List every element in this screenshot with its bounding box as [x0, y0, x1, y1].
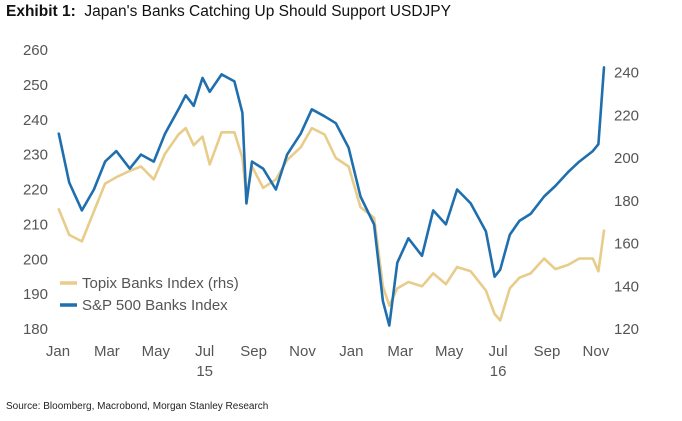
x-year-label: 16: [490, 363, 507, 380]
left-y-tick-label: 200: [23, 251, 48, 268]
x-tick-label: Sep: [534, 343, 561, 360]
x-year-label: 15: [196, 363, 213, 380]
right-y-tick-label: 200: [614, 150, 639, 167]
legend-label: S&P 500 Banks Index: [82, 297, 228, 314]
source-note: Source: Bloomberg, Macrobond, Morgan Sta…: [6, 401, 269, 412]
x-axis: Jan Mar May Jul Sep Nov Jan Mar May Jul Sep Nov 15 16: [46, 343, 610, 380]
left-y-tick-label: 210: [23, 216, 48, 233]
x-tick-label: Sep: [240, 343, 267, 360]
left-y-tick-label: 190: [23, 286, 48, 303]
legend-label: Topix Banks Index (rhs): [82, 275, 239, 292]
right-y-tick-label: 160: [614, 236, 639, 253]
right-y-tick-label: 220: [614, 107, 639, 124]
right-y-tick-label: 240: [614, 65, 639, 82]
left-y-tick-label: 220: [23, 182, 48, 199]
x-tick-label: May: [435, 343, 464, 360]
right-y-tick-label: 180: [614, 193, 639, 210]
left-y-axis: 180 190 200 210 220 230 240 250 260: [23, 42, 48, 338]
x-tick-label: Mar: [387, 343, 413, 360]
right-y-tick-label: 120: [614, 321, 639, 338]
x-tick-label: Jul: [195, 343, 214, 360]
x-tick-label: May: [142, 343, 171, 360]
sp500-banks-line: [57, 66, 606, 327]
left-y-tick-label: 230: [23, 147, 48, 164]
x-tick-label: Mar: [94, 343, 120, 360]
left-y-tick-label: 250: [23, 77, 48, 94]
left-y-tick-label: 260: [23, 42, 48, 59]
right-y-axis: 120 140 160 180 200 220 240: [614, 65, 639, 339]
left-y-tick-label: 240: [23, 112, 48, 129]
topix-banks-line: [57, 126, 606, 322]
exhibit-title-text: Japan's Banks Catching Up Should Support…: [84, 3, 451, 20]
x-tick-label: Jul: [489, 343, 508, 360]
exhibit-title: Exhibit 1: Japan's Banks Catching Up Sho…: [6, 3, 451, 21]
left-y-tick-label: 180: [23, 321, 48, 338]
legend: Topix Banks Index (rhs) S&P 500 Banks Ind…: [60, 275, 239, 314]
x-tick-label: Jan: [339, 343, 363, 360]
x-tick-label: Jan: [46, 343, 70, 360]
x-tick-label: Nov: [289, 343, 316, 360]
series-layer: [57, 66, 606, 327]
exhibit-label: Exhibit 1:: [6, 3, 76, 20]
x-tick-label: Nov: [583, 343, 610, 360]
right-y-tick-label: 140: [614, 278, 639, 295]
